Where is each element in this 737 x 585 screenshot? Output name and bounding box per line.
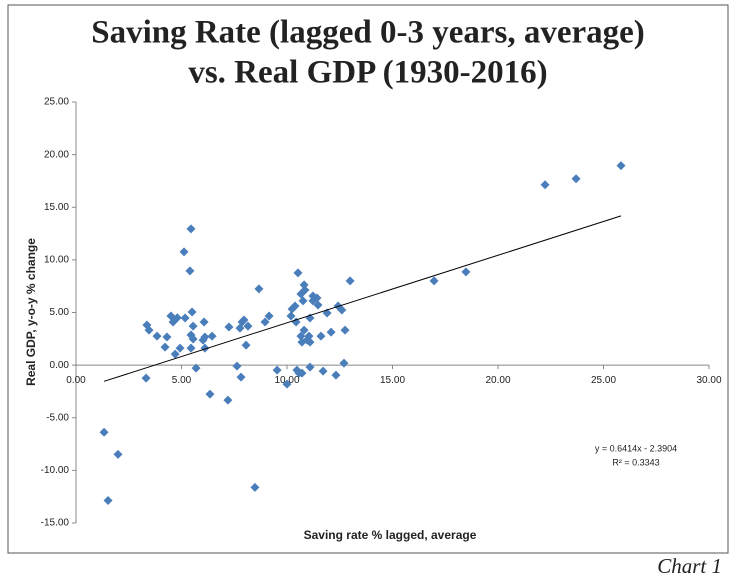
scatter-point (461, 267, 471, 277)
scatter-point (144, 325, 154, 335)
scatter-point (260, 317, 270, 327)
chart-title: Saving Rate (lagged 0-3 years, average) (91, 15, 645, 51)
y-tick-label: 15.00 (44, 202, 69, 213)
scatter-point (298, 296, 308, 306)
y-tick-label: -5.00 (46, 412, 69, 423)
x-tick-label: 25.00 (591, 375, 616, 386)
trendline (103, 215, 622, 382)
x-tick-label: 5.00 (172, 375, 192, 386)
scatter-point (188, 334, 198, 344)
scatter-point (191, 363, 201, 373)
scatter-point (186, 343, 196, 353)
scatter-point (339, 358, 349, 368)
y-tick-label: 5.00 (50, 307, 70, 318)
scatter-point (345, 276, 355, 286)
scatter-point (179, 247, 189, 257)
x-tick-label: 0.00 (66, 375, 86, 386)
scatter-point (297, 368, 307, 378)
y-tick-label: 25.00 (44, 97, 69, 108)
x-tick-label: 15.00 (380, 375, 405, 386)
y-tick-label: 20.00 (44, 149, 69, 160)
scatter-point (186, 224, 196, 234)
scatter-point (318, 366, 328, 376)
scatter-point (286, 311, 296, 321)
x-tick-label: 30.00 (696, 375, 721, 386)
scatter-point (205, 389, 215, 399)
scatter-point (293, 268, 303, 278)
scatter-point (113, 449, 123, 459)
chart-frame (7, 4, 729, 554)
scatter-point (571, 174, 581, 184)
scatter-point (305, 362, 315, 372)
scatter-point (312, 293, 322, 303)
y-tick-label: -10.00 (41, 465, 70, 476)
scatter-point (200, 343, 210, 353)
scatter-point (250, 482, 260, 492)
scatter-point (207, 331, 217, 341)
scatter-point (141, 373, 151, 383)
scatter-point (239, 315, 249, 325)
scatter-point (152, 331, 162, 341)
scatter-point (429, 276, 439, 286)
scatter-point (326, 327, 336, 337)
scatter-point (200, 332, 210, 342)
scatter-point (188, 321, 198, 331)
scatter-point (241, 340, 251, 350)
scatter-point (340, 325, 350, 335)
y-tick-label: 0.00 (50, 360, 70, 371)
scatter-point (300, 285, 310, 295)
scatter-point (299, 325, 309, 335)
scatter-point (175, 343, 185, 353)
scatter-point (172, 313, 182, 323)
scatter-point (316, 331, 326, 341)
scatter-point (331, 370, 341, 380)
scatter-point (170, 349, 180, 359)
scatter-point (232, 361, 242, 371)
scatter-point (540, 180, 550, 190)
scatter-point (223, 395, 233, 405)
caption: Chart 1 (657, 554, 722, 578)
scatter-point (185, 266, 195, 276)
scatter-point (282, 379, 292, 389)
y-tick-label: 10.00 (44, 255, 69, 266)
scatter-point (160, 342, 170, 352)
chart-subtitle: vs. Real GDP (1930-2016) (188, 55, 547, 91)
scatter-point (243, 321, 253, 331)
scatter-point (337, 305, 347, 315)
scatter-point (236, 372, 246, 382)
scatter-point (264, 311, 274, 321)
scatter-point (304, 331, 314, 341)
scatter-point (224, 322, 234, 332)
scatter-point (313, 300, 323, 310)
scatter-point (187, 307, 197, 317)
scatter-point (272, 365, 282, 375)
trend-r2: R² = 0.3343 (612, 457, 659, 467)
scatter-point (254, 284, 264, 294)
scatter-point (616, 161, 626, 171)
scatter-point (291, 317, 301, 327)
y-axis-title: Real GDP, y-o-y % change (24, 238, 38, 386)
scatter-point (180, 313, 190, 323)
scatter-point (99, 427, 109, 437)
scatter-point (296, 331, 306, 341)
scatter-point (103, 495, 113, 505)
scatter-point (199, 317, 209, 327)
scatter-point (162, 332, 172, 342)
scatter-point (290, 301, 300, 311)
trend-equation: y = 0.6414x - 2.3904 (595, 443, 677, 453)
x-axis-title: Saving rate % lagged, average (304, 528, 477, 542)
y-tick-label: -15.00 (41, 518, 70, 529)
scatter-point (305, 337, 315, 347)
x-tick-label: 20.00 (485, 375, 510, 386)
